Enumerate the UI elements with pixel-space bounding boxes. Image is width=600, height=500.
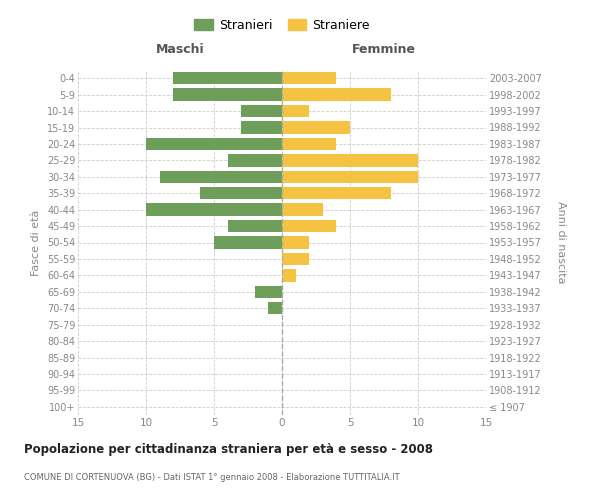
Bar — [227, 154, 282, 166]
Bar — [173, 72, 282, 85]
Y-axis label: Fasce di età: Fasce di età — [31, 210, 41, 276]
Text: Maschi: Maschi — [155, 43, 205, 56]
Bar — [282, 204, 323, 216]
Bar — [146, 138, 282, 150]
Legend: Stranieri, Straniere: Stranieri, Straniere — [189, 14, 375, 37]
Bar — [282, 88, 391, 101]
Bar — [282, 220, 337, 232]
Text: Femmine: Femmine — [352, 43, 416, 56]
Bar — [214, 236, 282, 248]
Bar — [282, 154, 418, 166]
Bar — [200, 187, 282, 200]
Bar — [268, 302, 282, 314]
Bar — [282, 253, 309, 265]
Bar — [241, 122, 282, 134]
Bar — [282, 105, 309, 117]
Text: Popolazione per cittadinanza straniera per età e sesso - 2008: Popolazione per cittadinanza straniera p… — [24, 442, 433, 456]
Bar — [282, 170, 418, 183]
Bar — [227, 220, 282, 232]
Bar — [282, 138, 337, 150]
Bar — [241, 105, 282, 117]
Bar — [282, 122, 350, 134]
Bar — [160, 170, 282, 183]
Text: COMUNE DI CORTENUOVA (BG) - Dati ISTAT 1° gennaio 2008 - Elaborazione TUTTITALIA: COMUNE DI CORTENUOVA (BG) - Dati ISTAT 1… — [24, 472, 400, 482]
Bar — [146, 204, 282, 216]
Bar — [282, 187, 391, 200]
Bar — [173, 88, 282, 101]
Bar — [282, 269, 296, 281]
Bar — [255, 286, 282, 298]
Bar — [282, 72, 337, 85]
Y-axis label: Anni di nascita: Anni di nascita — [556, 201, 566, 283]
Bar — [282, 236, 309, 248]
